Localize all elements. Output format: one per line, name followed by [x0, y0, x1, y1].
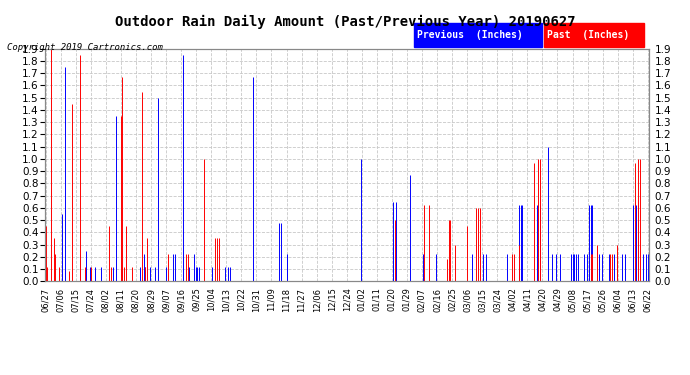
Text: Outdoor Rain Daily Amount (Past/Previous Year) 20190627: Outdoor Rain Daily Amount (Past/Previous… [115, 15, 575, 29]
Text: Past  (Inches): Past (Inches) [547, 30, 629, 40]
Text: Previous  (Inches): Previous (Inches) [417, 30, 523, 40]
Text: Copyright 2019 Cartronics.com: Copyright 2019 Cartronics.com [7, 43, 163, 52]
